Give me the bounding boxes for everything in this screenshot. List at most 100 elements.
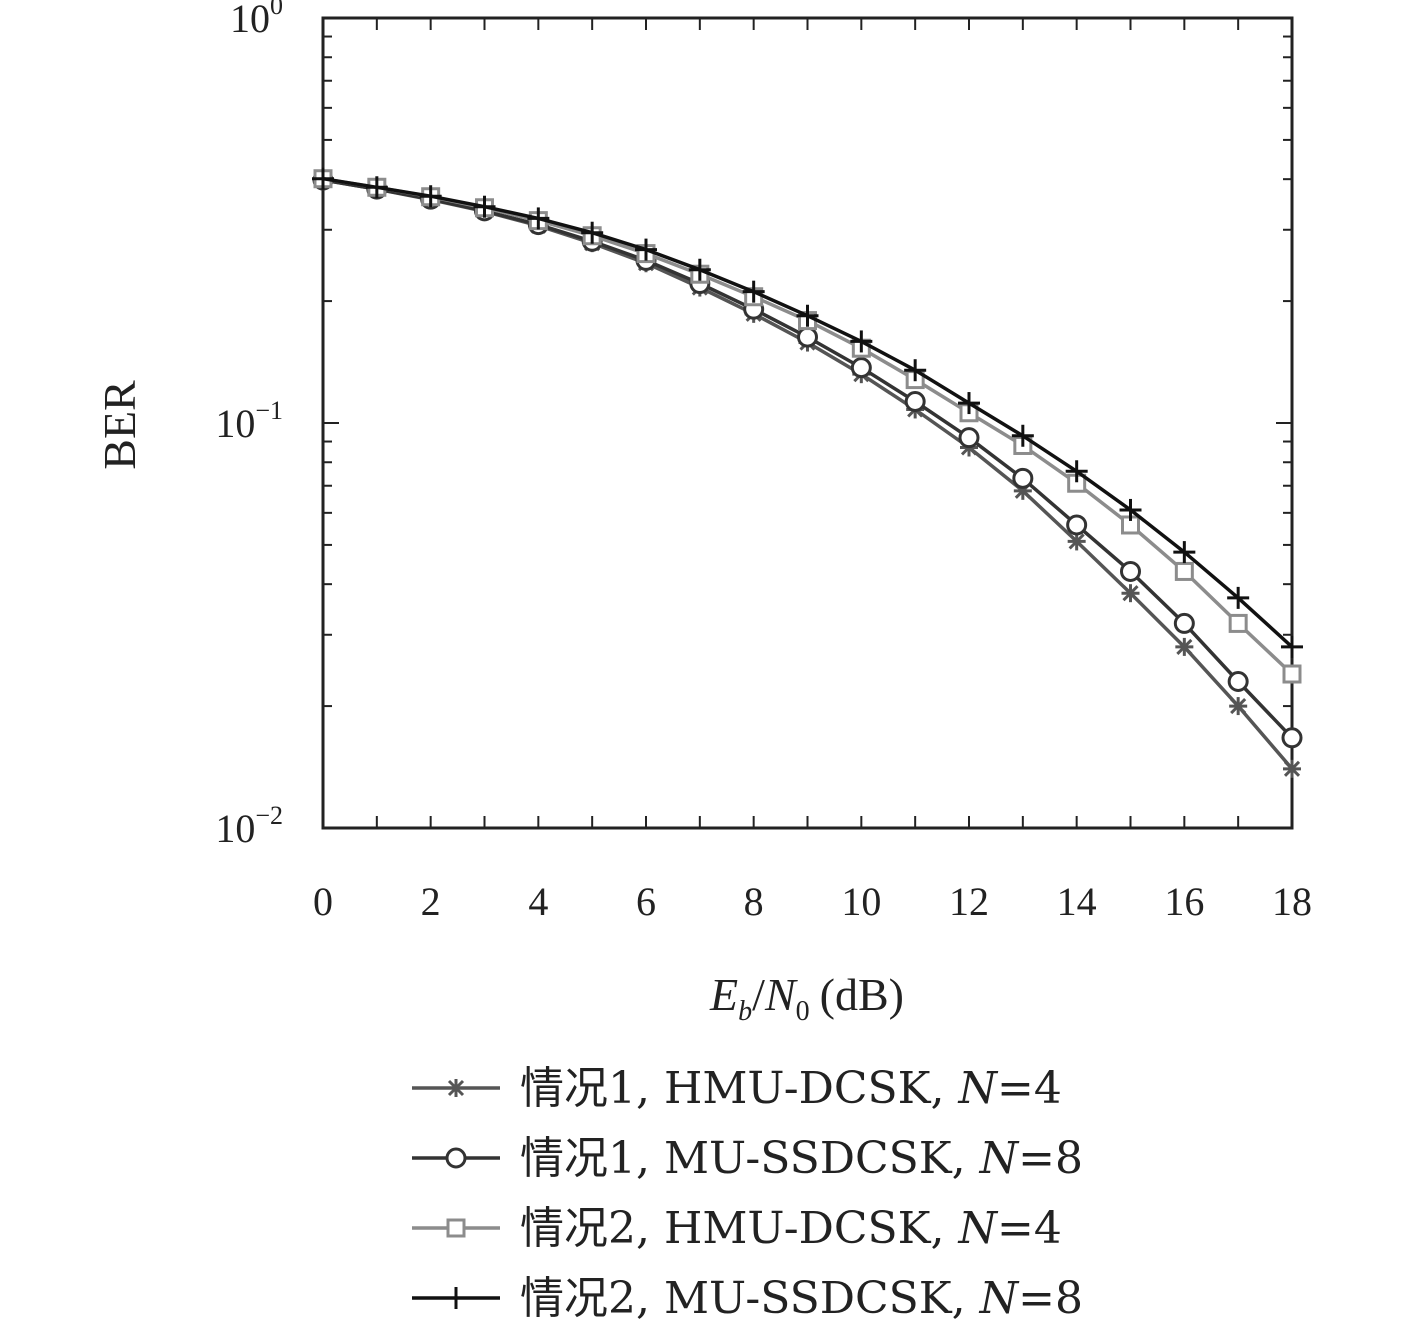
marker-circle bbox=[1281, 727, 1303, 749]
x-axis-label-n: N bbox=[764, 969, 798, 1020]
legend-item-4: 情况2, MU-SSDCSK, N=8 bbox=[412, 1273, 1083, 1324]
data-point bbox=[1012, 467, 1034, 489]
data-point bbox=[796, 304, 819, 327]
data-point bbox=[527, 207, 550, 230]
x-tick-label: 14 bbox=[1057, 879, 1097, 924]
legend-item-1: 情况1, HMU-DCSK, N=4 bbox=[412, 1063, 1062, 1114]
legend-label: 情况2, HMU-DCSK, N=4 bbox=[520, 1203, 1062, 1254]
series-4 bbox=[312, 167, 1303, 658]
legend-label: 情况2, MU-SSDCSK, N=8 bbox=[520, 1273, 1083, 1324]
series-line bbox=[322, 178, 1294, 770]
x-tick-label: 10 bbox=[841, 879, 881, 924]
series-2 bbox=[312, 169, 1303, 749]
data-point bbox=[797, 326, 818, 348]
marker-circle bbox=[958, 427, 980, 449]
marker-square bbox=[1228, 613, 1248, 633]
data-point bbox=[1173, 612, 1195, 634]
marker-square bbox=[446, 1218, 466, 1238]
data-point bbox=[1281, 635, 1303, 658]
legend-label-post: =4 bbox=[997, 1203, 1062, 1254]
data-point bbox=[958, 392, 980, 415]
series-1 bbox=[314, 171, 1301, 778]
marker-stroke bbox=[1176, 638, 1193, 655]
series-line bbox=[322, 178, 1294, 740]
legend-marker bbox=[447, 1079, 465, 1097]
legend-item-3: 情况2, HMU-DCSK, N=4 bbox=[412, 1203, 1062, 1254]
legend-label-pre: 情况2, HMU-DCSK, bbox=[520, 1203, 959, 1254]
y-tick-exp: 0 bbox=[270, 0, 283, 20]
data-point bbox=[635, 238, 657, 261]
data-point bbox=[1228, 613, 1248, 633]
data-point bbox=[850, 330, 873, 353]
x-axis-label-slash: / bbox=[752, 969, 765, 1020]
x-tick-label: 8 bbox=[744, 879, 764, 924]
data-point bbox=[581, 221, 604, 244]
x-axis-label-b: b bbox=[738, 996, 752, 1027]
data-point bbox=[1227, 671, 1249, 693]
legend-marker bbox=[446, 1218, 466, 1238]
x-axis-label-unit: (dB) bbox=[820, 969, 904, 1020]
marker-circle bbox=[1120, 560, 1141, 582]
marker-circle bbox=[1012, 467, 1034, 489]
x-axis-label-e: E bbox=[709, 969, 738, 1020]
plot-frame bbox=[321, 16, 1294, 830]
legend-label-n: N bbox=[979, 1273, 1020, 1324]
data-point bbox=[904, 391, 926, 413]
series-line bbox=[322, 176, 1294, 649]
legend-marker bbox=[445, 1147, 467, 1169]
x-axis-label-zero: 0 bbox=[796, 996, 810, 1027]
legend-marker bbox=[445, 1287, 467, 1309]
legend-label-pre: 情况1, MU-SSDCSK, bbox=[520, 1133, 980, 1184]
x-tick-label: 16 bbox=[1164, 879, 1204, 924]
labels: BER Eb/N0 (dB) bbox=[94, 380, 904, 1027]
data-point bbox=[1173, 541, 1196, 564]
data-point bbox=[1011, 424, 1034, 447]
data-point bbox=[1121, 584, 1140, 603]
y-axis-label: BER bbox=[94, 380, 145, 470]
data-point bbox=[688, 258, 711, 281]
marker-stroke bbox=[447, 1079, 465, 1097]
x-tick-label: 0 bbox=[313, 879, 333, 924]
y-tick-base: 10 bbox=[230, 0, 270, 41]
data-point bbox=[1282, 664, 1302, 684]
data-point bbox=[365, 176, 388, 199]
legend-label: 情况1, MU-SSDCSK, N=8 bbox=[520, 1133, 1083, 1184]
legend-label-n: N bbox=[979, 1133, 1020, 1184]
legend-label: 情况1, HMU-DCSK, N=4 bbox=[520, 1063, 1062, 1114]
x-tick-label: 12 bbox=[949, 879, 989, 924]
marker-circle bbox=[1066, 514, 1088, 536]
y-tick-base: 10 bbox=[215, 401, 255, 446]
marker-circle bbox=[904, 391, 926, 413]
series-3 bbox=[313, 169, 1302, 684]
data-point bbox=[419, 185, 442, 208]
data-point bbox=[1065, 460, 1088, 483]
x-tick-label: 18 bbox=[1272, 879, 1312, 924]
y-tick-base: 10 bbox=[215, 806, 255, 851]
data-point bbox=[1119, 498, 1142, 521]
data-point bbox=[1281, 727, 1303, 749]
marker-stroke bbox=[1230, 698, 1247, 715]
marker-circle bbox=[797, 326, 818, 348]
x-tick-label: 2 bbox=[421, 879, 441, 924]
marker-circle bbox=[850, 357, 872, 379]
legend-label-post: =8 bbox=[1018, 1273, 1083, 1324]
data-point bbox=[1227, 586, 1250, 609]
data-point bbox=[1174, 561, 1194, 581]
marker-circle bbox=[445, 1147, 467, 1169]
y-tick-exp: −1 bbox=[255, 396, 283, 425]
data-point bbox=[1066, 514, 1088, 536]
y-tick-exp: −2 bbox=[255, 801, 283, 830]
data-point bbox=[1283, 759, 1301, 778]
data-point bbox=[1120, 560, 1141, 582]
marker-circle bbox=[1227, 671, 1249, 693]
y-tick-label: 10−1 bbox=[215, 396, 283, 446]
legend-label-pre: 情况1, HMU-DCSK, bbox=[520, 1063, 959, 1114]
marker-stroke bbox=[1068, 533, 1085, 550]
data-point bbox=[1229, 697, 1248, 716]
x-tick-label: 6 bbox=[636, 879, 656, 924]
legend-label-post: =4 bbox=[997, 1063, 1062, 1114]
